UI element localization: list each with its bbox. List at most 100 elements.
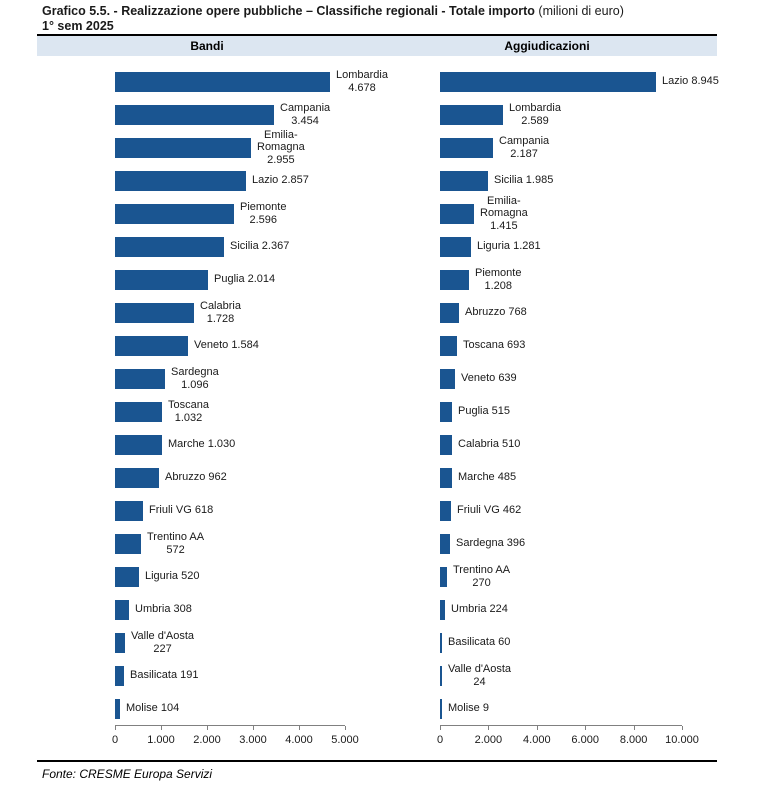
bar-label-lazio: Lazio 8.945 xyxy=(662,75,719,88)
bar-abruzzo xyxy=(440,302,459,323)
axis-tick-label: 1.000 xyxy=(147,734,175,746)
bar-row-trentino-aa: Trentino AA 572 xyxy=(115,527,377,560)
bar-label-lazio: Lazio 2.857 xyxy=(252,174,309,187)
bar-sicilia xyxy=(440,170,488,191)
bar-label-marche: Marche 485 xyxy=(458,471,517,484)
bar-label-toscana: Toscana 1.032 xyxy=(168,399,209,424)
bar-row-sardegna: Sardegna 1.096 xyxy=(115,362,377,395)
bar-basilicata xyxy=(440,632,442,653)
bar-label-puglia: Puglia 2.014 xyxy=(214,273,276,286)
bar-label-campania: Campania 3.454 xyxy=(280,102,331,127)
axis-tick xyxy=(207,726,208,730)
bar-marche xyxy=(115,434,162,455)
bar-label-campania: Campania 2.187 xyxy=(499,135,550,160)
bar-row-friuli-vg: Friuli VG 462 xyxy=(440,494,717,527)
axis-tick xyxy=(633,726,635,730)
bar-label-liguria: Liguria 1.281 xyxy=(477,240,541,253)
bar-label-basilicata: Basilicata 60 xyxy=(448,636,511,649)
axis-tick-label: 4.000 xyxy=(285,734,313,746)
axis-tick-label: 0 xyxy=(436,734,444,746)
bar-molise xyxy=(115,698,120,719)
axis-tick xyxy=(115,726,116,730)
axis-tick-label: 10.000 xyxy=(665,734,699,746)
axis-tick-label: 6.000 xyxy=(571,734,599,746)
bar-label-friuli-vg: Friuli VG 462 xyxy=(457,504,522,517)
bar-row-valle-d-aosta: Valle d'Aosta 24 xyxy=(440,659,717,692)
charts-area: Lombardia 4.678 Campania 3.454 Emilia- Romagn… xyxy=(37,56,719,755)
bar-row-liguria: Liguria 1.281 xyxy=(440,230,717,263)
bar-lazio xyxy=(115,170,246,191)
x-axis: 0 1.000 2.000 3.000 4.000 5.000 xyxy=(111,725,359,755)
bar-label-lombardia: Lombardia 2.589 xyxy=(509,102,561,127)
column-header-band: Bandi Aggiudicazioni xyxy=(37,36,717,56)
bar-row-campania: Campania 2.187 xyxy=(440,131,717,164)
bar-label-trentino-aa: Trentino AA 270 xyxy=(453,564,511,589)
bar-puglia xyxy=(440,401,452,422)
chart-aggiudicazioni: Lazio 8.945 Lombardia 2.589 Campania 2.187 Si… xyxy=(377,56,719,755)
bar-row-toscana: Toscana 1.032 xyxy=(115,395,377,428)
bar-row-veneto: Veneto 1.584 xyxy=(115,329,377,362)
bar-row-puglia: Puglia 515 xyxy=(440,395,717,428)
bar-basilicata xyxy=(115,665,124,686)
axis-tick-label: 2.000 xyxy=(193,734,221,746)
bar-label-abruzzo: Abruzzo 768 xyxy=(465,306,527,319)
axis-tick xyxy=(253,726,254,730)
bar-row-marche: Marche 1.030 xyxy=(115,428,377,461)
bar-label-sardegna: Sardegna 1.096 xyxy=(171,366,219,391)
bar-sicilia xyxy=(115,236,224,257)
bar-row-emilia-romagna: Emilia- Romagna 1.415 xyxy=(440,194,717,232)
axis-tick xyxy=(585,726,587,730)
axis-tick-label: 0 xyxy=(111,734,119,746)
bar-label-molise: Molise 9 xyxy=(448,702,489,715)
figure-title-block: Grafico 5.5. - Realizzazione opere pubbl… xyxy=(0,0,768,34)
bar-label-valle-d-aosta: Valle d'Aosta 227 xyxy=(131,630,195,655)
bar-label-calabria: Calabria 510 xyxy=(458,438,521,451)
right-chart-header: Aggiudicazioni xyxy=(504,39,590,53)
bar-row-lazio: Lazio 2.857 xyxy=(115,164,377,197)
bar-trentino-aa xyxy=(115,533,141,554)
bar-label-veneto: Veneto 1.584 xyxy=(194,339,259,352)
bar-label-abruzzo: Abruzzo 962 xyxy=(165,471,227,484)
bar-label-piemonte: Piemonte 2.596 xyxy=(240,201,287,226)
bar-label-emilia-romagna: Emilia- Romagna 1.415 xyxy=(480,194,528,232)
bar-lombardia xyxy=(115,71,330,92)
bar-label-puglia: Puglia 515 xyxy=(458,405,510,418)
bar-rows: Lombardia 4.678 Campania 3.454 Emilia- Romagn… xyxy=(115,56,388,725)
top-rule-divider xyxy=(37,34,717,36)
bar-emilia-romagna xyxy=(115,137,251,158)
bar-row-basilicata: Basilicata 60 xyxy=(440,626,717,659)
bar-row-valle-d-aosta: Valle d'Aosta 227 xyxy=(115,626,377,659)
bar-label-trentino-aa: Trentino AA 572 xyxy=(147,531,205,556)
axis-tick xyxy=(440,726,441,730)
bar-friuli-vg xyxy=(115,500,143,521)
bar-label-lombardia: Lombardia 4.678 xyxy=(336,69,388,94)
bar-label-basilicata: Basilicata 191 xyxy=(130,669,199,682)
bar-row-marche: Marche 485 xyxy=(440,461,717,494)
bar-row-umbria: Umbria 224 xyxy=(440,593,717,626)
bar-calabria xyxy=(115,302,194,323)
bar-label-umbria: Umbria 308 xyxy=(135,603,192,616)
bar-molise xyxy=(440,698,442,719)
bar-campania xyxy=(115,104,274,125)
axis-tick xyxy=(682,726,683,730)
bar-label-veneto: Veneto 639 xyxy=(461,372,517,385)
bar-row-lazio: Lazio 8.945 xyxy=(440,65,719,98)
bar-label-liguria: Liguria 520 xyxy=(145,570,200,583)
bar-piemonte xyxy=(115,203,234,224)
axis-tick xyxy=(299,726,300,730)
bar-row-sicilia: Sicilia 1.985 xyxy=(440,164,717,197)
bar-umbria xyxy=(440,599,445,620)
bar-sardegna xyxy=(440,533,450,554)
bar-puglia xyxy=(115,269,208,290)
bar-label-sicilia: Sicilia 2.367 xyxy=(230,240,290,253)
bar-label-emilia-romagna: Emilia- Romagna 2.955 xyxy=(257,128,305,166)
axis-tick xyxy=(536,726,538,730)
bar-label-sicilia: Sicilia 1.985 xyxy=(494,174,554,187)
axis-tick xyxy=(345,726,346,730)
bar-valle-d-aosta xyxy=(115,632,125,653)
bar-row-calabria: Calabria 510 xyxy=(440,428,717,461)
bar-emilia-romagna xyxy=(440,203,474,224)
bar-lombardia xyxy=(440,104,503,125)
bar-veneto xyxy=(115,335,188,356)
